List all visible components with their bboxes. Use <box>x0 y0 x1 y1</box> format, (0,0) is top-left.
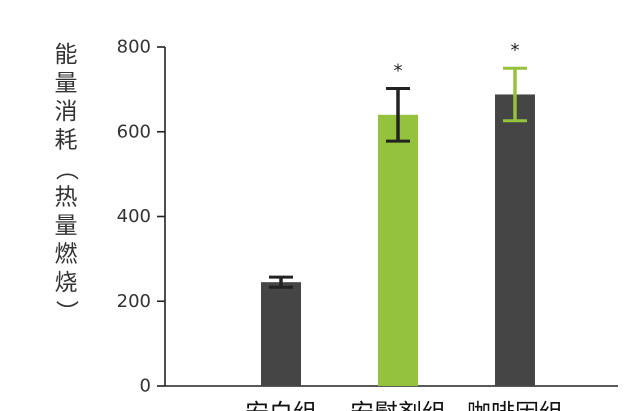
y-axis-label-char: 热 <box>55 185 78 211</box>
y-axis-label-char: ） <box>53 300 79 323</box>
bar <box>495 94 535 387</box>
x-tick-label: 安慰剂组 <box>350 399 446 411</box>
y-axis-label-char: 烧 <box>55 270 78 296</box>
bar <box>378 114 418 387</box>
y-tick-label: 600 <box>117 121 151 142</box>
y-axis: 0 200 400 600 800 <box>117 37 166 397</box>
x-tick-label: 咖啡因组 <box>467 399 563 411</box>
y-tick-label: 800 <box>117 37 151 58</box>
y-axis-label-char: 燃 <box>55 242 78 268</box>
y-axis-label-char: 耗 <box>55 128 78 154</box>
significance-marker: * <box>394 61 403 82</box>
x-tick-label: 安白组 <box>245 399 317 411</box>
y-tick-label: 400 <box>117 206 151 227</box>
y-tick-label: 200 <box>117 291 151 312</box>
significance-marker: * <box>511 40 520 61</box>
y-axis-label-char: （ <box>53 158 79 181</box>
y-axis-label-char: 量 <box>55 71 78 97</box>
y-axis-label-char: 能 <box>55 42 78 68</box>
x-tick-labels: 安白组 安慰剂组 咖啡因组 <box>245 399 563 411</box>
y-tick-label: 0 <box>140 376 151 397</box>
y-axis-label-char: 量 <box>55 213 78 239</box>
bars <box>261 94 535 387</box>
bar <box>261 282 301 386</box>
y-axis-label-char: 消 <box>55 99 78 125</box>
error-bars: ** <box>269 40 527 289</box>
